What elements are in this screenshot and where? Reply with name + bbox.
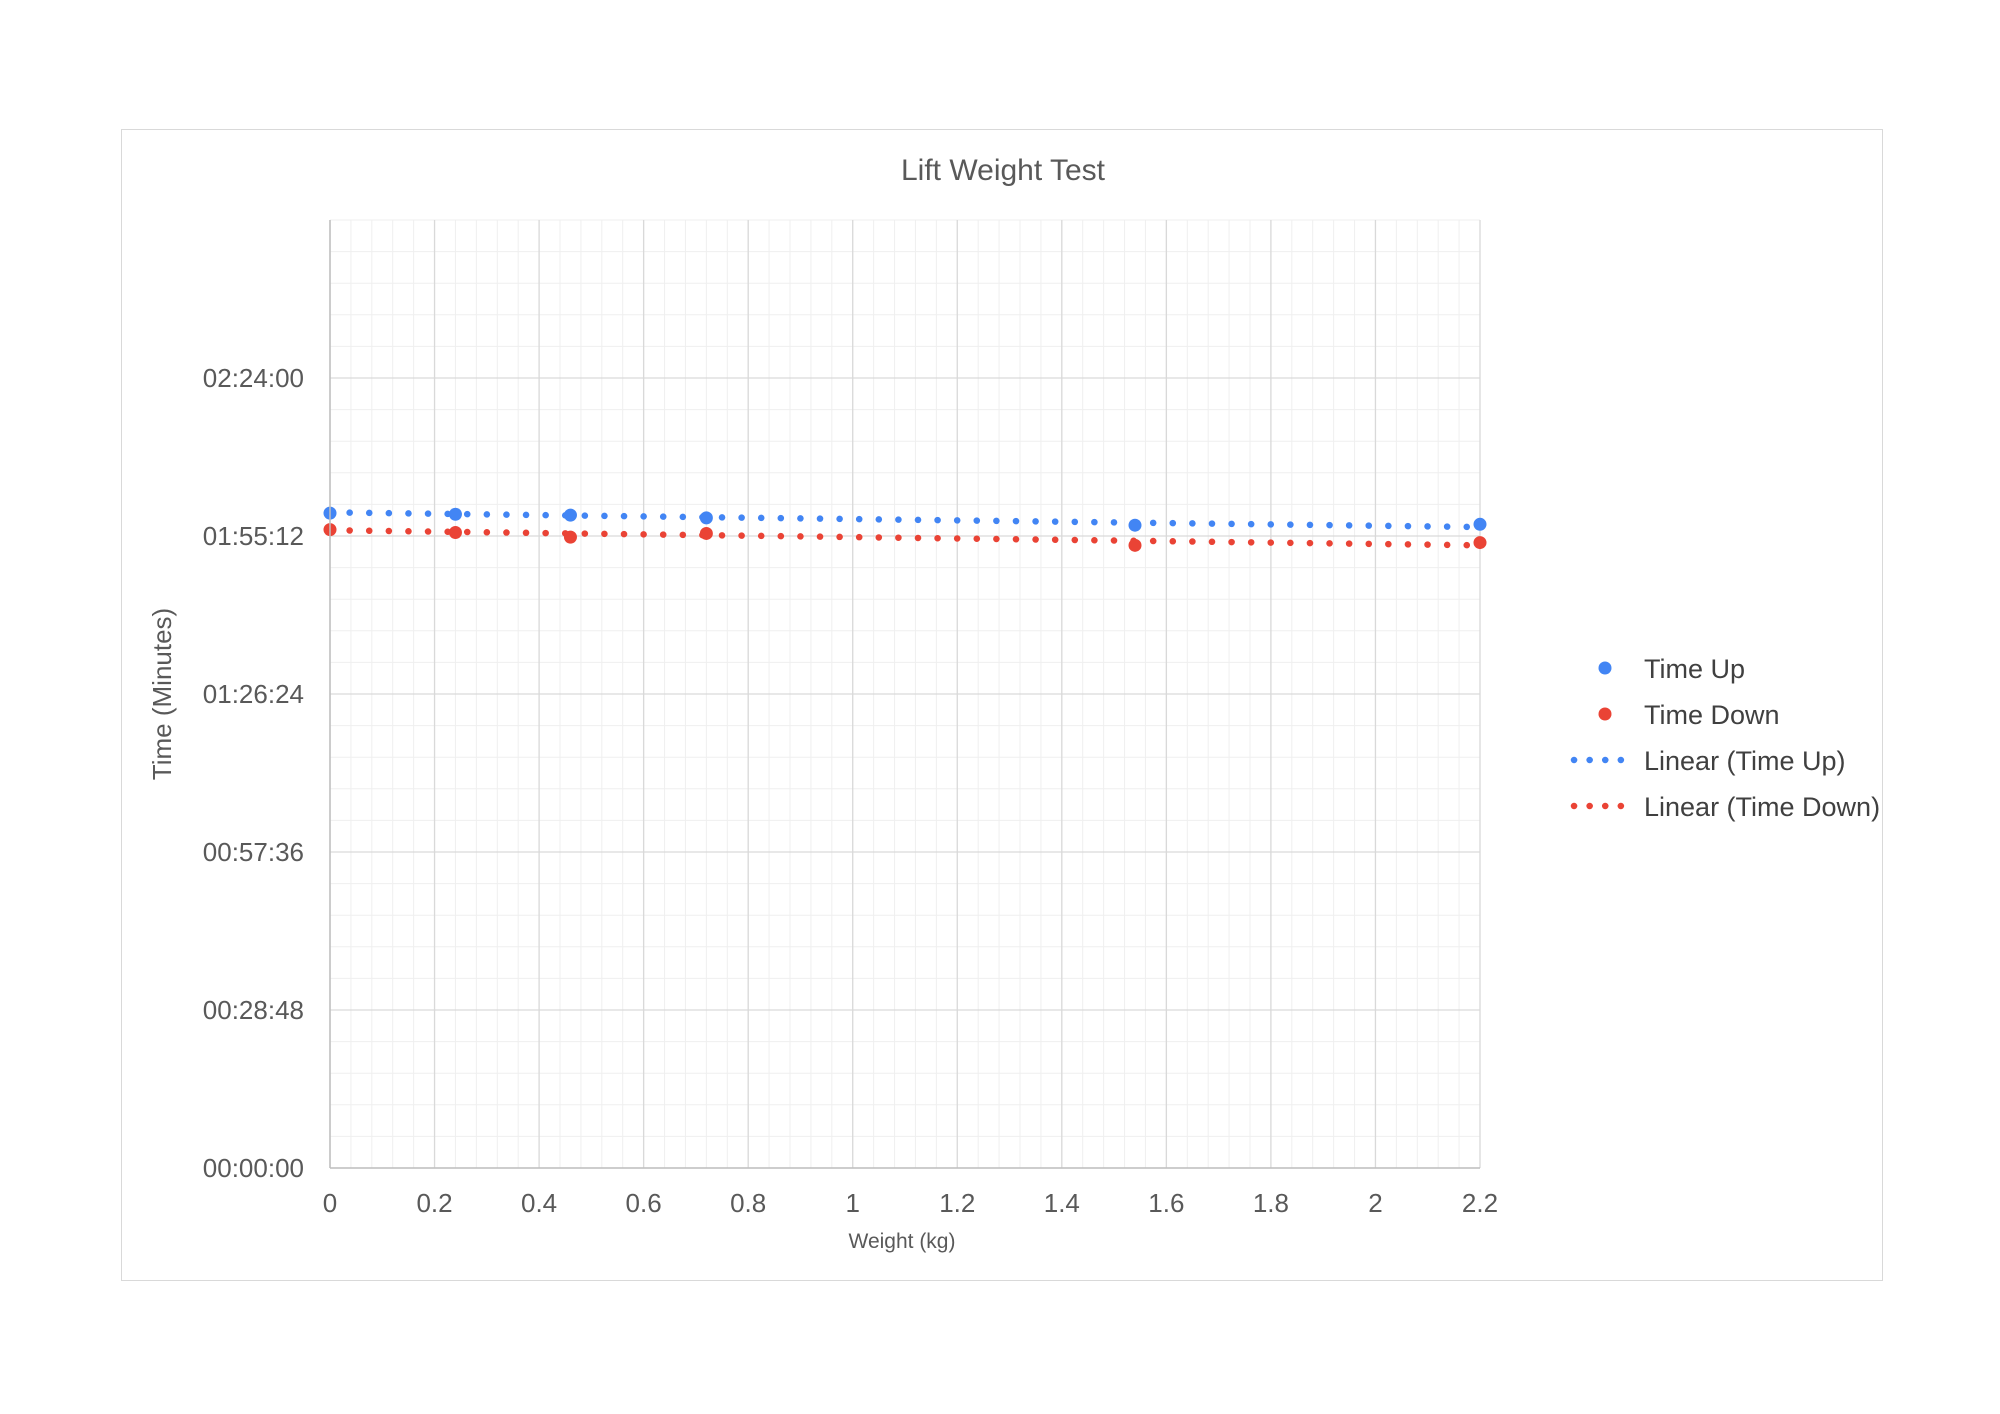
trendline <box>326 526 1484 549</box>
y-tick-label: 01:26:24 <box>203 679 304 709</box>
y-tick-label: 01:55:12 <box>203 521 304 551</box>
legend-label: Time Down <box>1644 700 1780 730</box>
data-point <box>563 508 577 522</box>
chart-area: 0 0.2 0.4 0.6 0.8 1 1.2 1.4 1.6 1.8 2 2.2 00:00:00 00… <box>121 129 1883 1281</box>
data-point <box>1128 538 1142 552</box>
data-point <box>1473 517 1487 531</box>
x-tick-label: 1.4 <box>1044 1188 1080 1218</box>
legend: Time Up Time Down Linear (Time Up) Linear (… <box>1570 654 1880 822</box>
trendlines <box>326 509 1484 549</box>
legend-label: Linear (Time Down) <box>1644 792 1880 822</box>
x-tick-label: 0.2 <box>416 1188 452 1218</box>
legend-marker <box>1598 661 1612 675</box>
x-tick-label: 1.8 <box>1253 1188 1289 1218</box>
x-tick-label: 0.8 <box>730 1188 766 1218</box>
x-tick-label: 2.2 <box>1462 1188 1498 1218</box>
x-tick-label: 2 <box>1368 1188 1382 1218</box>
data-point <box>448 507 462 521</box>
y-tick-label: 00:00:00 <box>203 1153 304 1183</box>
y-tick-label: 00:28:48 <box>203 995 304 1025</box>
x-tick-label: 1 <box>845 1188 859 1218</box>
x-axis-title: Weight (kg) <box>849 1230 956 1253</box>
x-tick-label: 1.2 <box>939 1188 975 1218</box>
axes: 0 0.2 0.4 0.6 0.8 1 1.2 1.4 1.6 1.8 2 2.2 00:00:00 00… <box>203 220 1498 1218</box>
legend-label: Linear (Time Up) <box>1644 746 1846 776</box>
y-tick-label: 02:24:00 <box>203 363 304 393</box>
x-tick-label: 0 <box>323 1188 337 1218</box>
chart-svg: 0 0.2 0.4 0.6 0.8 1 1.2 1.4 1.6 1.8 2 2.2 00:00:00 00… <box>147 154 1880 1253</box>
data-point <box>1473 536 1487 550</box>
y-tick-label: 00:57:36 <box>203 837 304 867</box>
data-point <box>448 526 462 540</box>
chart-title: Lift Weight Test <box>901 154 1106 187</box>
data-points <box>323 506 1487 552</box>
x-tick-label: 0.6 <box>626 1188 662 1218</box>
x-tick-label: 0.4 <box>521 1188 557 1218</box>
data-point <box>699 511 713 525</box>
data-point <box>563 530 577 544</box>
trendline <box>326 509 1484 531</box>
legend-label: Time Up <box>1644 654 1745 684</box>
data-point <box>1128 518 1142 532</box>
data-point <box>699 526 713 540</box>
x-tick-label: 1.6 <box>1148 1188 1184 1218</box>
y-axis-title: Time (Minutes) <box>147 608 177 780</box>
major-gridlines <box>329 220 1481 1169</box>
legend-marker <box>1598 707 1612 721</box>
